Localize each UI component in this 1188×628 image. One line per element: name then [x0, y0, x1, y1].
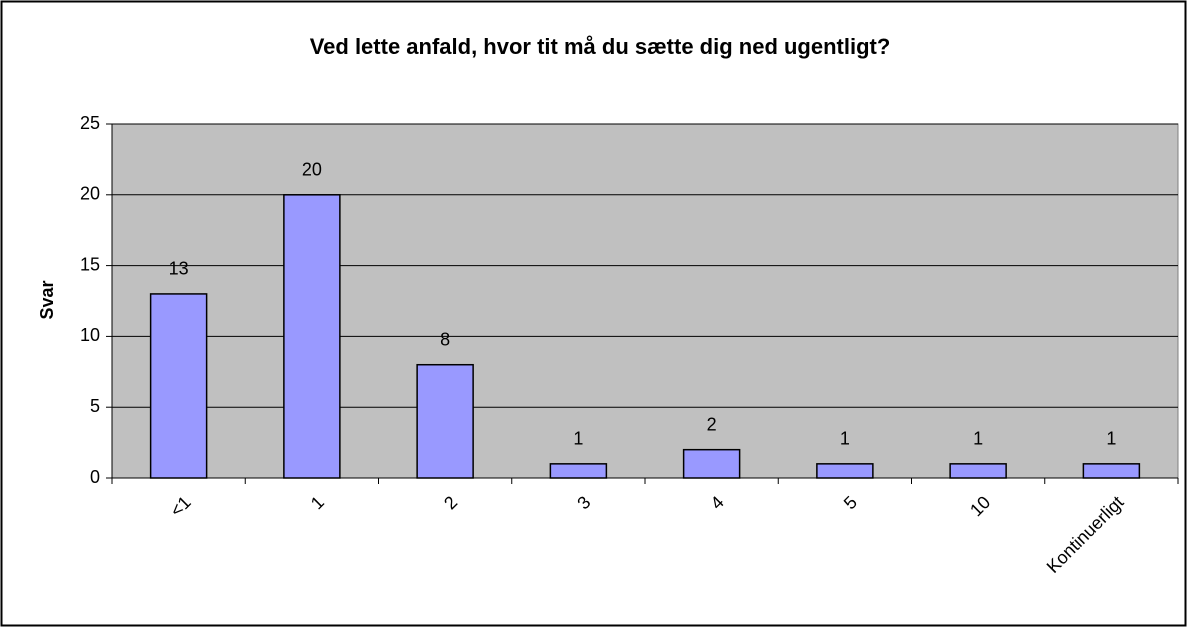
- plot-area: [111, 123, 1179, 479]
- data-label: 2: [707, 414, 717, 434]
- bar: [816, 463, 874, 479]
- data-label: 1: [840, 429, 850, 449]
- data-label: 1: [573, 429, 583, 449]
- data-label: 1: [1106, 429, 1116, 449]
- bar: [549, 463, 608, 479]
- data-label: 13: [169, 259, 189, 279]
- data-label: 1: [973, 429, 983, 449]
- y-tick-label: 5: [90, 396, 100, 416]
- bar: [283, 194, 341, 479]
- chart-title: Ved lette anfald, hvor tit må du sætte d…: [310, 34, 891, 59]
- bar: [949, 463, 1007, 479]
- data-label: 8: [440, 329, 450, 349]
- y-tick-label: 25: [80, 113, 100, 133]
- bar: [149, 293, 208, 479]
- y-tick-label: 0: [90, 467, 100, 487]
- bar: [416, 363, 474, 479]
- y-axis-label: Svar: [37, 280, 57, 319]
- y-tick-label: 20: [80, 184, 100, 204]
- y-tick-label: 15: [80, 254, 100, 274]
- data-label: 20: [302, 160, 322, 180]
- y-tick-label: 10: [80, 325, 100, 345]
- bar: [682, 448, 741, 479]
- bar: [1082, 463, 1141, 479]
